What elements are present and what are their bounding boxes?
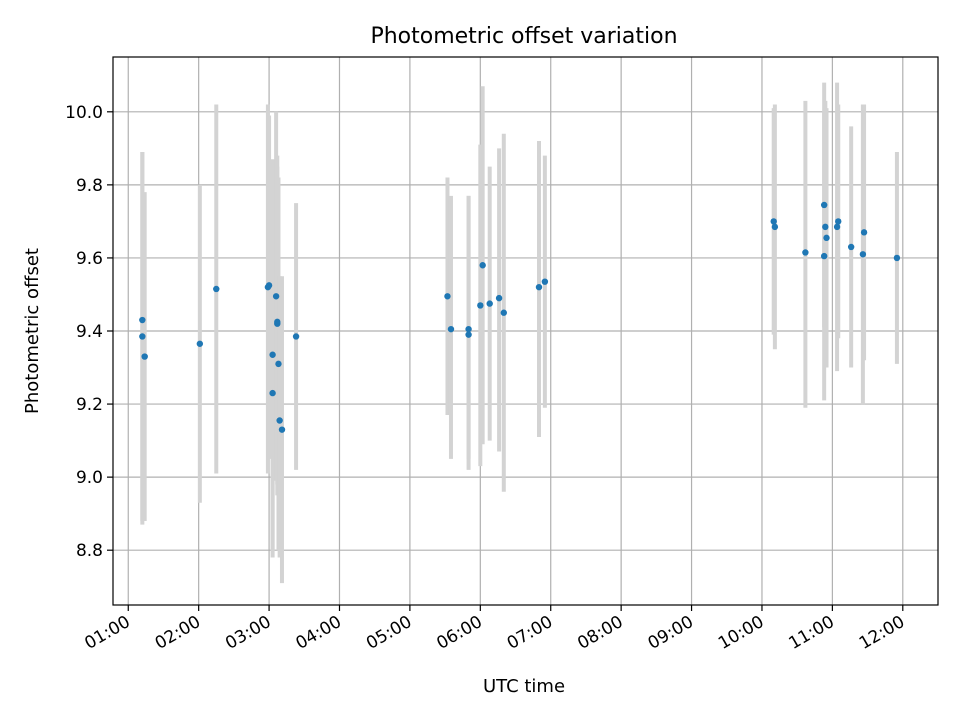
y-tick-label: 9.8 <box>76 176 103 196</box>
data-point <box>893 254 901 262</box>
data-point <box>139 316 146 324</box>
data-point <box>479 262 486 269</box>
data-point <box>272 293 280 300</box>
data-point <box>486 300 493 307</box>
data-point <box>822 223 829 231</box>
x-axis-label: UTC time <box>483 676 565 697</box>
y-tick-label: 9.2 <box>76 395 103 415</box>
data-point <box>292 333 300 340</box>
data-point <box>274 318 281 326</box>
data-point <box>847 243 855 251</box>
data-point <box>802 249 809 256</box>
data-point <box>141 353 148 360</box>
data-point <box>269 389 276 397</box>
data-point <box>541 278 549 285</box>
data-point <box>495 294 503 302</box>
data-point <box>860 229 868 236</box>
data-point <box>275 360 282 368</box>
data-point <box>500 309 507 316</box>
y-tick-label: 9.0 <box>76 468 103 488</box>
data-point <box>535 283 543 291</box>
data-point <box>465 331 472 338</box>
data-point <box>444 293 451 300</box>
y-tick-label: 9.6 <box>76 249 103 269</box>
data-point <box>820 252 828 260</box>
data-point <box>477 302 484 309</box>
data-point <box>771 223 779 231</box>
data-point <box>139 333 146 340</box>
data-point <box>823 234 830 242</box>
y-tick-label: 8.8 <box>76 541 103 561</box>
data-point <box>770 218 777 225</box>
data-point <box>278 426 286 433</box>
chart-title: Photometric offset variation <box>370 24 677 49</box>
y-axis-ticks: 8.8 9.0 9.2 9.4 9.6 9.8 10.0 <box>65 103 113 561</box>
data-point <box>269 351 276 358</box>
data-points <box>139 201 901 433</box>
data-point <box>835 218 842 225</box>
data-point <box>859 251 867 258</box>
y-axis-label: Photometric offset <box>22 248 43 414</box>
y-tick-label: 9.4 <box>76 322 103 342</box>
data-point <box>820 201 828 209</box>
data-point <box>833 223 841 231</box>
y-tick-label: 10.0 <box>65 103 103 123</box>
data-point <box>465 325 472 333</box>
data-point <box>276 417 283 424</box>
data-point <box>213 285 220 293</box>
data-point <box>196 340 204 347</box>
data-point <box>265 282 273 289</box>
data-point <box>447 325 455 333</box>
